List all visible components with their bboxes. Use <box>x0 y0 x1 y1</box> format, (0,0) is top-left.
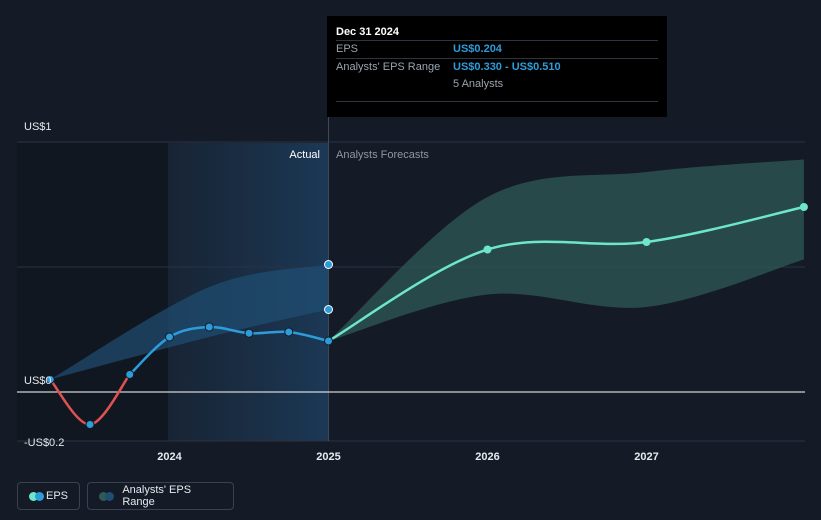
range-high-point[interactable] <box>324 260 333 269</box>
eps-forecast-point[interactable] <box>642 238 651 246</box>
eps-actual-point[interactable] <box>45 375 55 384</box>
eps-forecast-point[interactable] <box>799 203 808 211</box>
eps-actual-point[interactable] <box>125 370 135 379</box>
eps-forecast-line <box>327 205 805 343</box>
tooltip-eps-value: US$0.204 <box>453 43 502 55</box>
y-tick-label: -US$0.2 <box>24 437 64 449</box>
tooltip-range-label: Analysts' EPS Range <box>336 61 441 73</box>
x-tick-label: 2024 <box>157 451 182 463</box>
analysts-range-forecast-area <box>328 159 804 341</box>
eps-points <box>45 203 808 429</box>
actual-label: Actual <box>289 149 320 161</box>
tooltip-analysts-row: 5 Analysts <box>336 76 658 93</box>
eps-actual-point[interactable] <box>165 332 174 342</box>
x-tick-label: 2025 <box>316 451 340 463</box>
pre-period-shade <box>17 143 168 441</box>
eps-forecast-point[interactable] <box>483 245 492 254</box>
y-tick-label: US$1 <box>24 121 52 133</box>
tooltip-range-value: US$0.330 - US$0.510 <box>453 61 561 73</box>
eps-legend-icon <box>29 491 44 501</box>
tooltip-divider <box>336 101 658 102</box>
legend-analysts-range[interactable]: Analysts' EPS Range <box>87 482 234 510</box>
x-tick-label: 2026 <box>475 451 499 463</box>
analysts-range-past-area <box>50 264 329 380</box>
y-tick-label: US$0 <box>24 375 52 387</box>
tooltip-eps-row: EPS US$0.204 <box>336 40 658 58</box>
tooltip: Dec 31 2024 EPS US$0.204 Analysts' EPS R… <box>327 16 667 117</box>
tooltip-analysts: 5 Analysts <box>453 78 504 90</box>
range-low-point[interactable] <box>324 305 333 314</box>
tooltip-date: Dec 31 2024 <box>336 26 399 38</box>
legend-range-label: Analysts' EPS Range <box>122 484 192 508</box>
x-axis-ticks: 2024 2025 2026 2027 <box>157 451 658 463</box>
eps-actual-point[interactable] <box>85 420 95 429</box>
eps-actual-point[interactable] <box>284 327 294 337</box>
eps-actual-point[interactable] <box>204 322 214 332</box>
y-axis-ticks: US$1 US$0 -US$0.2 <box>24 121 64 449</box>
x-tick-label: 2027 <box>634 451 658 463</box>
eps-actual-point[interactable] <box>324 336 333 346</box>
legend-eps[interactable]: EPS <box>17 482 80 510</box>
eps-actual-point[interactable] <box>244 328 254 338</box>
tooltip-range-row: Analysts' EPS Range US$0.330 - US$0.510 <box>336 58 658 76</box>
legend-eps-label: EPS <box>45 490 68 502</box>
range-legend-icon <box>99 491 114 501</box>
forecast-label: Analysts Forecasts <box>336 149 429 161</box>
tooltip-eps-label: EPS <box>336 43 359 55</box>
